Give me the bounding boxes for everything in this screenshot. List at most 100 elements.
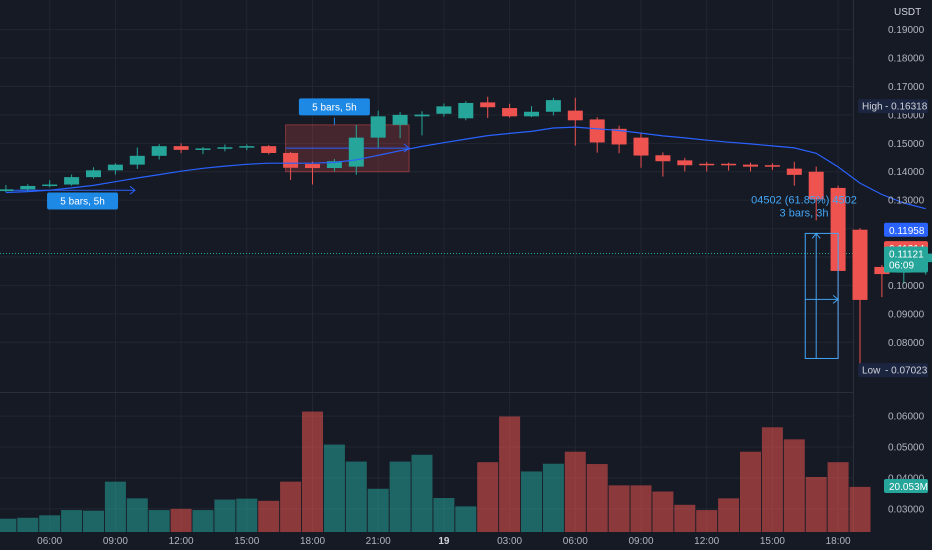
currency-label: USDT	[894, 7, 921, 18]
measure-box	[804, 232, 839, 359]
volume-bar	[323, 444, 345, 532]
volume-bar	[367, 488, 389, 532]
volume-bar	[564, 451, 586, 532]
time-tick-label: 09:00	[628, 536, 653, 547]
candle-body	[326, 161, 342, 169]
measure-arrow-right	[832, 294, 839, 304]
candle-body	[874, 266, 890, 275]
candles	[0, 96, 932, 371]
price-tick-label: 0.15000	[888, 139, 925, 150]
time-tick-label: 21:00	[366, 536, 391, 547]
candle-body	[480, 102, 496, 108]
candle-body	[392, 114, 408, 125]
volume-bar	[696, 510, 718, 532]
low-badge-bg	[858, 363, 928, 378]
candle-body	[458, 102, 474, 119]
volume-bar	[192, 510, 214, 532]
time-tick-label: 09:00	[103, 536, 128, 547]
candle-body	[283, 152, 299, 168]
volume-bar	[170, 508, 192, 532]
candle-body	[655, 155, 671, 162]
candle-body	[151, 146, 167, 156]
candle-body	[129, 155, 145, 165]
candle-body	[502, 108, 518, 117]
volume-bar	[608, 485, 630, 532]
candle-body	[261, 146, 277, 153]
time-tick-label: 15:00	[760, 536, 785, 547]
range-label-1-bg	[47, 192, 119, 210]
high-badge-label: High	[862, 102, 883, 113]
candle-body	[348, 137, 364, 167]
volume-tick-label: 0.05000	[888, 443, 925, 454]
volume-bar	[104, 481, 126, 532]
measure-bars-text: 3 bars, 3h	[780, 208, 829, 220]
price-tick-label: 0.18000	[888, 54, 925, 65]
time-tick-label: 12:00	[694, 536, 719, 547]
volume-bar	[83, 510, 104, 532]
time-tick-label: 06:00	[37, 536, 62, 547]
time-axis[interactable]: 06:00 09:00 12:00 15:00 18:00 21:00 19 03:00 06:…	[37, 536, 851, 547]
volume-bar	[805, 477, 827, 532]
candle-body	[786, 168, 802, 175]
candle-body	[20, 185, 36, 190]
last-price-badge-bg	[884, 246, 928, 273]
candle-body	[764, 165, 780, 167]
candle-body	[107, 164, 123, 171]
time-tick-label: 15:00	[234, 536, 259, 547]
high-badge-bg	[858, 99, 928, 114]
volume-bar	[477, 462, 499, 532]
candle-body	[195, 148, 211, 150]
candle-body	[239, 146, 255, 148]
range-label-1: 5 bars, 5h	[60, 197, 104, 208]
candle-body	[633, 137, 649, 156]
last-price-badge: 06:09	[889, 261, 914, 272]
price-tick-label: 0.09000	[888, 309, 925, 320]
volume-bar	[499, 416, 521, 532]
volume-badge-bg	[884, 479, 928, 493]
range-label-2-bg	[298, 98, 370, 116]
range-drawings: 5 bars, 5h 5 bars, 5h	[0, 98, 410, 210]
volume-bar	[258, 500, 280, 532]
volume-bar	[761, 427, 783, 532]
time-tick-label: 12:00	[169, 536, 194, 547]
low-badge-label: Low	[862, 366, 881, 377]
price-tick-label: 0.16000	[888, 110, 925, 121]
candle-body	[545, 100, 561, 112]
candle-body	[64, 177, 80, 185]
range-arrow-head	[129, 185, 136, 195]
price-tick-label: 0.13000	[888, 196, 925, 207]
candle-body	[830, 187, 846, 271]
volume-tick-label: 0.03000	[888, 504, 925, 515]
volume-badge: 20.053M	[889, 482, 928, 493]
volume-bar	[827, 462, 849, 532]
volume-bar	[126, 498, 148, 532]
currency-badge-bg	[890, 4, 925, 19]
range-arrow-head	[403, 143, 410, 153]
low-badge-value: - 0.07023	[885, 366, 928, 377]
time-tick-label: 18:00	[826, 536, 851, 547]
candle-body	[414, 114, 430, 117]
candle-body	[677, 160, 693, 166]
volume-bars	[0, 411, 871, 532]
volume-bar	[718, 498, 740, 532]
candle-body	[173, 146, 189, 150]
volume-bar	[389, 461, 411, 532]
volume-bar	[674, 504, 696, 532]
volume-bar	[61, 510, 83, 532]
volume-tick-label: 0.04000	[888, 473, 925, 484]
volume-bar	[39, 515, 61, 532]
price-badge-1-bg	[884, 222, 928, 237]
price-tick-label: 0.19000	[888, 25, 925, 36]
time-tick-label: 18:00	[300, 536, 325, 547]
volume-bar	[542, 463, 564, 532]
candle-body	[370, 116, 386, 138]
candle-body	[852, 229, 868, 300]
price-tick-label: 0.14000	[888, 167, 925, 178]
volume-bar	[586, 464, 608, 532]
volume-bar	[280, 481, 302, 532]
ema-polyline	[5, 126, 926, 210]
candle-body	[743, 164, 758, 167]
volume-bar	[740, 451, 761, 532]
